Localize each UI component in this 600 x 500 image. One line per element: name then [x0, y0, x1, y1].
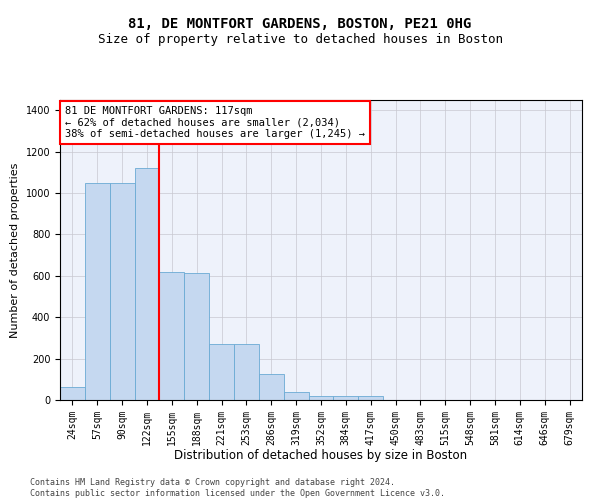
Bar: [110, 184, 134, 400]
Bar: [134, 168, 160, 400]
Bar: [184, 273, 209, 400]
Bar: [284, 392, 308, 400]
Bar: [160, 272, 184, 400]
Bar: [308, 396, 334, 400]
Bar: [209, 344, 234, 400]
X-axis label: Distribution of detached houses by size in Boston: Distribution of detached houses by size …: [175, 449, 467, 462]
Bar: [85, 184, 110, 400]
Y-axis label: Number of detached properties: Number of detached properties: [10, 162, 20, 338]
Text: 81 DE MONTFORT GARDENS: 117sqm
← 62% of detached houses are smaller (2,034)
38% : 81 DE MONTFORT GARDENS: 117sqm ← 62% of …: [65, 106, 365, 139]
Bar: [259, 374, 284, 400]
Bar: [358, 396, 383, 400]
Text: 81, DE MONTFORT GARDENS, BOSTON, PE21 0HG: 81, DE MONTFORT GARDENS, BOSTON, PE21 0H…: [128, 18, 472, 32]
Bar: [334, 396, 358, 400]
Bar: [234, 344, 259, 400]
Text: Contains HM Land Registry data © Crown copyright and database right 2024.
Contai: Contains HM Land Registry data © Crown c…: [30, 478, 445, 498]
Text: Size of property relative to detached houses in Boston: Size of property relative to detached ho…: [97, 32, 503, 46]
Bar: [60, 387, 85, 400]
